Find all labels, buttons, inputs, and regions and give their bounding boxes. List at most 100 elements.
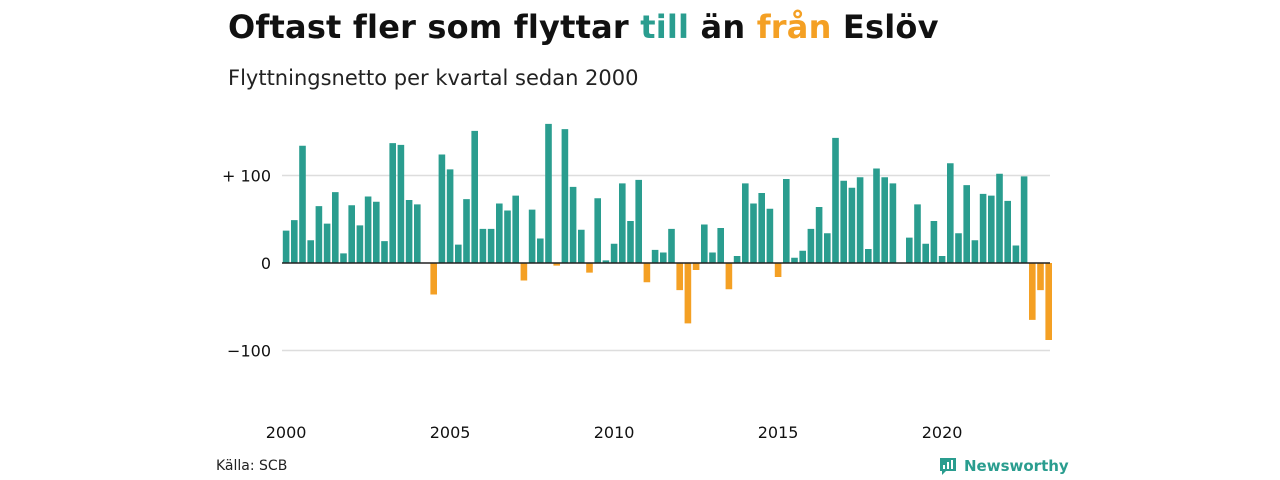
y-tick-label: + 100 [222,167,271,186]
bar [807,228,815,264]
bar [979,193,987,264]
bar [856,177,864,263]
bar [586,263,593,273]
bar [602,260,610,264]
bar [307,240,314,263]
bar [873,168,880,263]
bar [414,204,421,264]
bar [381,241,388,264]
bar [930,221,938,263]
bar [323,223,331,264]
bar [1037,263,1044,291]
bar [938,256,946,263]
bar [397,144,405,264]
bar [496,203,503,263]
x-tick-label: 2005 [430,423,471,442]
bar [594,198,601,263]
bar [774,263,782,277]
y-tick-labels: + 100 0 −100 [222,167,271,361]
bar [832,137,839,264]
bar [438,154,446,263]
bar [668,228,675,264]
bar [463,199,470,264]
bar [815,207,823,263]
bar [947,163,954,263]
bar [553,263,560,266]
bar [791,257,798,263]
bars [282,123,1052,340]
chart-title: Oftast fler som flyttar till än från Esl… [228,8,939,46]
bar [914,204,921,264]
brand-logo: Newsworthy [938,456,1069,476]
bar [455,244,462,264]
bar [446,169,454,264]
title-part-3: än [689,8,757,46]
newsworthy-logo-icon [940,458,956,475]
bar [889,183,897,264]
bar [733,256,741,263]
bar [643,263,651,283]
bar [545,123,552,264]
bar [528,209,536,264]
bar [635,179,642,264]
bar [717,228,724,263]
bar [619,183,626,264]
y-tick-label: 0 [261,254,271,273]
bar [282,230,290,264]
source-note: Källa: SCB [216,458,288,474]
x-tick-label: 2015 [758,423,799,442]
bar [676,263,683,291]
bar [340,253,347,264]
bar [750,203,757,263]
bar [742,183,749,264]
bar [824,233,831,263]
bar [479,228,487,264]
bar [758,193,765,263]
bar [971,240,979,263]
chart-subtitle: Flyttningsnetto per kvartal sedan 2000 [228,66,639,90]
bar [537,238,544,263]
bar [315,206,323,264]
bar [487,228,495,264]
bar [783,179,790,263]
bar [988,195,995,264]
x-tick-label: 2000 [266,423,307,442]
bar [906,237,913,264]
bar [963,185,970,264]
bar [692,263,700,270]
x-tick-label: 2020 [922,423,963,442]
gridlines [282,174,1050,352]
bar [684,263,692,324]
bar [512,195,519,264]
bar [881,177,888,263]
bar [922,243,929,263]
bar [709,252,716,263]
brand-name: Newsworthy [964,457,1069,475]
bar [364,196,372,263]
x-tick-labels: 2000 2005 2010 2015 2020 [266,423,963,442]
bar [701,224,708,263]
bar [1045,263,1052,340]
bar [332,192,339,264]
bar [840,180,847,263]
bar [865,249,872,263]
bar [1012,245,1020,263]
bar [405,200,413,263]
bar [1020,176,1028,264]
x-tick-label: 2010 [594,423,635,442]
bar [799,250,806,263]
bar [610,243,618,263]
bar [430,263,437,295]
bar [578,229,585,263]
bar [766,208,774,263]
y-tick-label: −100 [227,342,271,361]
title-part-1: Oftast fler som flyttar [228,8,641,46]
title-part-5: Eslöv [831,8,939,46]
bar [848,187,856,263]
bar [504,210,511,263]
bar [1029,263,1036,320]
title-highlight-till: till [640,8,690,46]
bar [569,186,577,264]
bar [561,129,569,264]
